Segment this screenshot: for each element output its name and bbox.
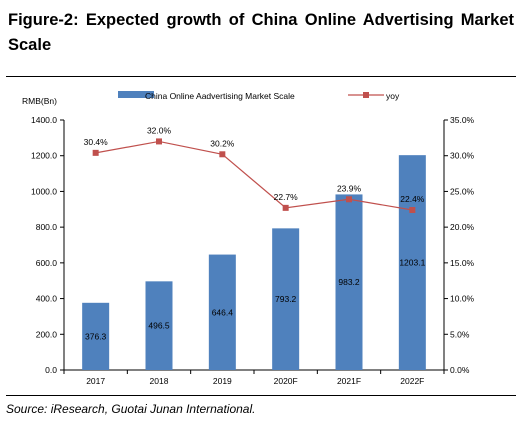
yoy-value-label: 30.4% xyxy=(84,137,109,147)
legend-line-label: yoy xyxy=(386,91,400,101)
legend-bar-label: China Online Aadvertising Market Scale xyxy=(145,91,295,101)
bar xyxy=(335,194,363,370)
yoy-value-label: 32.0% xyxy=(147,125,172,135)
x-tick-label: 2021F xyxy=(337,376,361,386)
bar xyxy=(208,254,236,370)
bar-series: 376.3 496.5 646.4 793.2 983.2 1203.1 xyxy=(82,155,426,370)
x-tick-label: 2020F xyxy=(274,376,298,386)
yoy-value-label: 22.4% xyxy=(400,194,425,204)
axes: 0.0 200.0 400.0 600.0 800.0 1000.0 1200.0 1400.… xyxy=(31,115,475,386)
source-note: Source: iResearch, Guotai Junan Internat… xyxy=(6,402,256,416)
x-tick-label: 2022F xyxy=(400,376,424,386)
yoy-line xyxy=(95,140,413,211)
yoy-value-label: 23.9% xyxy=(337,183,362,193)
yoy-point xyxy=(346,196,352,203)
y-tick-label: 400.0 xyxy=(36,294,58,304)
y2-tick-label: 20.0% xyxy=(450,222,475,232)
bar xyxy=(398,155,426,370)
y2-tick-label: 0.0% xyxy=(450,365,470,375)
bar-value-label: 793.2 xyxy=(275,294,297,304)
figure-title: Figure-2: Expected growth of China Onlin… xyxy=(8,11,514,54)
y-tick-label: 800.0 xyxy=(36,222,58,232)
x-tick-label: 2017 xyxy=(86,376,105,386)
top-divider xyxy=(6,76,516,77)
y-tick-label: 1000.0 xyxy=(31,186,57,196)
bar-value-label: 496.5 xyxy=(148,321,170,331)
combo-chart: China Online Aadvertising Market Scale y… xyxy=(22,91,475,386)
y-tick-label: 1400.0 xyxy=(31,115,57,125)
x-tick-label: 2019 xyxy=(213,376,232,386)
y-axis-title: RMB(Bn) xyxy=(22,96,57,106)
bottom-divider xyxy=(6,395,516,396)
y-tick-label: 200.0 xyxy=(36,329,58,339)
y2-tick-label: 30.0% xyxy=(450,151,475,161)
yoy-value-label: 22.7% xyxy=(274,192,299,202)
bar-value-label: 983.2 xyxy=(338,277,360,287)
yoy-point xyxy=(156,138,162,145)
legend-line-marker xyxy=(363,92,369,98)
bar xyxy=(272,228,300,370)
legend-bar-swatch xyxy=(118,91,154,98)
yoy-point xyxy=(409,207,416,213)
y2-tick-label: 35.0% xyxy=(450,115,475,125)
bar xyxy=(82,302,110,370)
y-tick-label: 600.0 xyxy=(36,258,58,268)
y2-tick-label: 15.0% xyxy=(450,258,475,268)
y2-tick-label: 10.0% xyxy=(450,294,475,304)
x-tick-label: 2018 xyxy=(150,376,169,386)
legend: China Online Aadvertising Market Scale y… xyxy=(118,91,400,101)
y2-tick-label: 5.0% xyxy=(450,329,470,339)
bar-value-label: 376.3 xyxy=(85,331,107,341)
bar-value-label: 1203.1 xyxy=(399,258,425,268)
y-tick-label: 1200.0 xyxy=(31,151,57,161)
yoy-point xyxy=(219,151,226,158)
bar xyxy=(145,281,173,370)
yoy-value-label: 30.2% xyxy=(210,138,235,148)
yoy-point xyxy=(282,204,289,211)
yoy-line-series: 30.4% 32.0% 30.2% 22.7% 23.9% 22.4% xyxy=(84,125,425,213)
y2-tick-label: 25.0% xyxy=(450,186,475,196)
bar-value-label: 646.4 xyxy=(212,307,234,317)
yoy-point xyxy=(92,149,99,156)
y-tick-label: 0.0 xyxy=(45,365,57,375)
